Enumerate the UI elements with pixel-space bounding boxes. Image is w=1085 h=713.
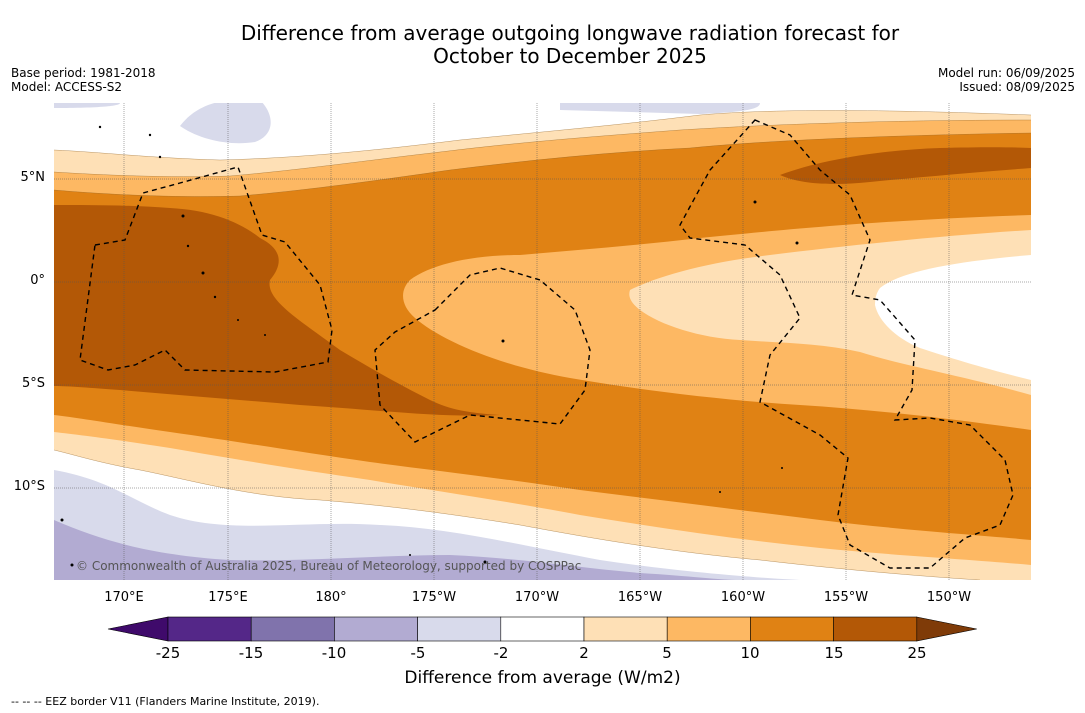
colorbar-tick: 10	[740, 644, 760, 662]
meta-left: Base period: 1981-2018 Model: ACCESS-S2	[11, 66, 156, 94]
title-line-1: Difference from average outgoing longwav…	[240, 21, 900, 45]
eez-borders	[79, 119, 1014, 569]
colorbar-tick: -5	[410, 644, 426, 662]
model-name: Model: ACCESS-S2	[11, 80, 123, 94]
colorbar-segment	[583, 616, 668, 642]
colorbar-tick: -2	[493, 644, 509, 662]
colorbar-arrow-right	[916, 616, 977, 642]
eez-legend: -- -- -- EEZ border V11 (Flanders Marine…	[11, 695, 320, 708]
colorbar-tick: -15	[238, 644, 264, 662]
lat-label: 5°S	[21, 376, 45, 391]
colorbar-tick: 5	[662, 644, 672, 662]
lon-label: 165°W	[617, 590, 663, 605]
colorbar-tick: -25	[155, 644, 181, 662]
colorbar-title: Difference from average (W/m2)	[404, 668, 681, 688]
colorbar-segment	[250, 616, 335, 642]
lon-label: 160°W	[720, 590, 766, 605]
base-period: Base period: 1981-2018	[11, 66, 156, 80]
lon-label: 150°W	[926, 590, 972, 605]
colorbar-tick: 15	[824, 644, 844, 662]
lon-label: 180°	[315, 590, 347, 605]
issued-date: Issued: 08/09/2025	[959, 80, 1075, 94]
lat-label: 10°S	[13, 479, 45, 494]
colorbar-segment	[666, 616, 751, 642]
islands	[60, 125, 799, 567]
map-title: Difference from average outgoing longwav…	[0, 22, 1085, 68]
contour-field	[54, 103, 1031, 580]
lon-label: 155°W	[823, 590, 869, 605]
lon-label: 170°E	[104, 590, 144, 605]
meta-right: Model run: 06/09/2025 Issued: 08/09/2025	[938, 66, 1075, 94]
lon-label: 175°E	[208, 590, 248, 605]
model-run: Model run: 06/09/2025	[937, 66, 1075, 80]
colorbar-tick: 25	[907, 644, 927, 662]
copyright-notice: © Commonwealth of Australia 2025, Bureau…	[76, 559, 582, 573]
colorbar-segment	[334, 616, 418, 642]
colorbar-segment	[417, 616, 502, 642]
colorbar-arrow-left	[107, 616, 169, 642]
colorbar-segment	[833, 616, 918, 642]
colorbar-segment	[167, 616, 252, 642]
title-line-2: October to December 2025	[433, 44, 707, 68]
lat-label: 0°	[30, 273, 45, 288]
colorbar-segment	[500, 616, 585, 642]
lon-label: 170°W	[514, 590, 560, 605]
colorbar-tick: -10	[321, 644, 347, 662]
colorbar-tick: 2	[579, 644, 589, 662]
lat-label: 5°N	[20, 170, 46, 185]
lon-label: 175°W	[411, 590, 457, 605]
colorbar-segment	[750, 616, 834, 642]
